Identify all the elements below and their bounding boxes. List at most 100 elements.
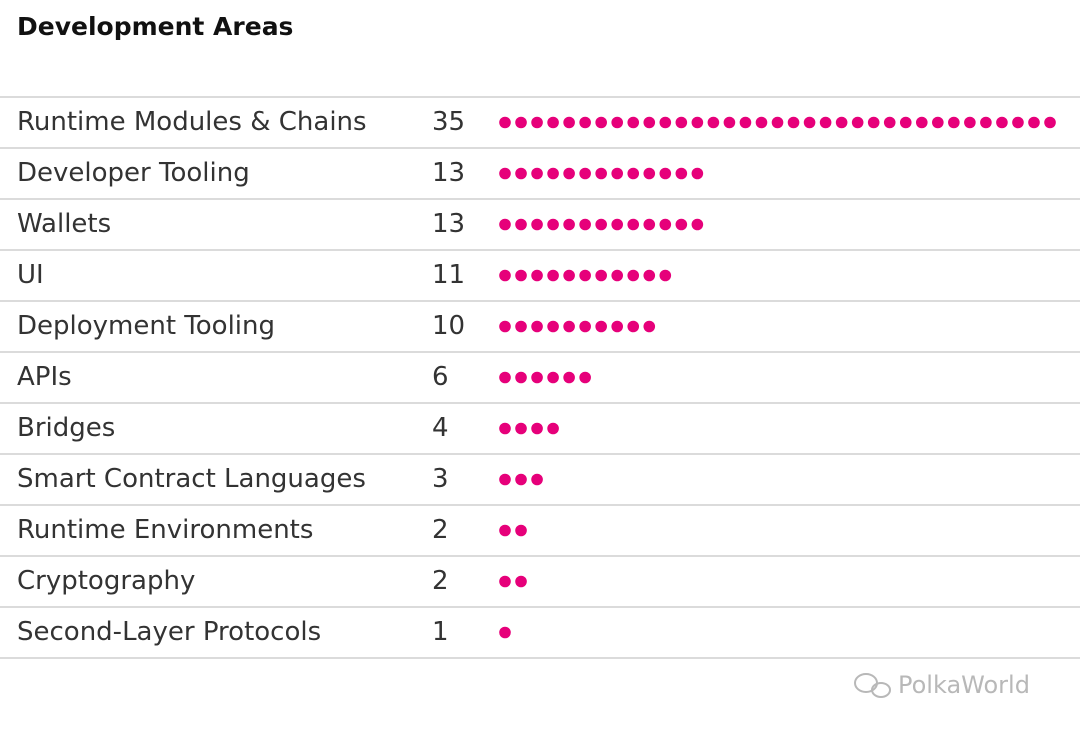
- value-label: 13: [432, 158, 465, 188]
- dot: [499, 320, 511, 333]
- dot: [627, 116, 640, 129]
- dot-row: [499, 473, 543, 486]
- dot: [643, 116, 656, 129]
- dot: [579, 218, 591, 231]
- dot: [579, 116, 591, 129]
- dot-row: [499, 116, 1056, 129]
- dot: [787, 116, 800, 129]
- dot: [675, 116, 688, 129]
- value-label: 2: [432, 566, 449, 596]
- dot: [547, 422, 559, 435]
- dot: [515, 320, 527, 333]
- dot: [771, 116, 784, 129]
- dot: [1028, 116, 1040, 129]
- dot: [499, 116, 511, 129]
- dot: [515, 473, 527, 486]
- dot: [515, 218, 527, 231]
- dot: [499, 371, 511, 384]
- category-label: Runtime Modules & Chains: [17, 107, 367, 137]
- dot: [835, 116, 848, 129]
- dot: [948, 116, 960, 129]
- value-label: 2: [432, 515, 449, 545]
- dot: [547, 269, 559, 282]
- category-label: Second-Layer Protocols: [17, 617, 321, 647]
- dot-row: [499, 575, 527, 588]
- dot: [1044, 116, 1056, 129]
- dot: [819, 116, 832, 129]
- dot: [499, 422, 511, 435]
- dot: [659, 116, 672, 129]
- dot: [563, 116, 575, 129]
- watermark: PolkaWorld: [898, 671, 1030, 699]
- dot: [611, 320, 624, 333]
- dot: [627, 269, 640, 282]
- dot-row: [499, 167, 704, 180]
- dot: [579, 269, 591, 282]
- value-label: 1: [432, 617, 449, 647]
- category-label: Wallets: [17, 209, 111, 239]
- dot: [563, 371, 575, 384]
- dot: [643, 269, 656, 282]
- dot: [499, 218, 511, 231]
- dot: [675, 218, 688, 231]
- dot: [595, 218, 607, 231]
- category-label: Smart Contract Languages: [17, 464, 366, 494]
- dot: [595, 116, 607, 129]
- dot: [531, 269, 543, 282]
- dot: [643, 320, 656, 333]
- dot: [643, 167, 656, 180]
- dot: [563, 167, 575, 180]
- value-label: 6: [432, 362, 449, 392]
- dot: [499, 626, 511, 639]
- category-label: Cryptography: [17, 566, 195, 596]
- dot: [579, 371, 591, 384]
- dot: [899, 116, 912, 129]
- dot: [515, 269, 527, 282]
- dot-row: [499, 320, 656, 333]
- dot: [547, 320, 559, 333]
- dot: [563, 320, 575, 333]
- dot: [547, 371, 559, 384]
- dot: [595, 269, 607, 282]
- category-label: UI: [17, 260, 44, 290]
- dot: [579, 320, 591, 333]
- dot: [883, 116, 896, 129]
- value-label: 35: [432, 107, 465, 137]
- dot: [803, 116, 816, 129]
- dot: [499, 269, 511, 282]
- dot: [499, 575, 511, 588]
- value-label: 10: [432, 311, 465, 341]
- dot: [611, 218, 624, 231]
- dot-row: [499, 524, 527, 537]
- dot: [851, 116, 864, 129]
- dot: [611, 116, 624, 129]
- dot: [627, 218, 640, 231]
- dot: [499, 473, 511, 486]
- dot: [996, 116, 1008, 129]
- dot-row: [499, 218, 704, 231]
- dot: [531, 473, 543, 486]
- dot: [531, 422, 543, 435]
- dot: [964, 116, 976, 129]
- category-label: Runtime Environments: [17, 515, 313, 545]
- dot: [627, 320, 640, 333]
- value-label: 11: [432, 260, 465, 290]
- dot: [531, 371, 543, 384]
- dot: [867, 116, 880, 129]
- dot: [515, 167, 527, 180]
- dot: [531, 218, 543, 231]
- dot: [755, 116, 768, 129]
- dot: [691, 116, 704, 129]
- value-label: 3: [432, 464, 449, 494]
- dot: [515, 524, 527, 537]
- dot: [515, 422, 527, 435]
- dot: [659, 167, 672, 180]
- dot-row: [499, 422, 559, 435]
- category-label: Deployment Tooling: [17, 311, 275, 341]
- dot: [499, 524, 511, 537]
- dot: [563, 218, 575, 231]
- watermark-icon: [854, 673, 891, 698]
- dot-row: [499, 626, 511, 639]
- dot: [691, 218, 704, 231]
